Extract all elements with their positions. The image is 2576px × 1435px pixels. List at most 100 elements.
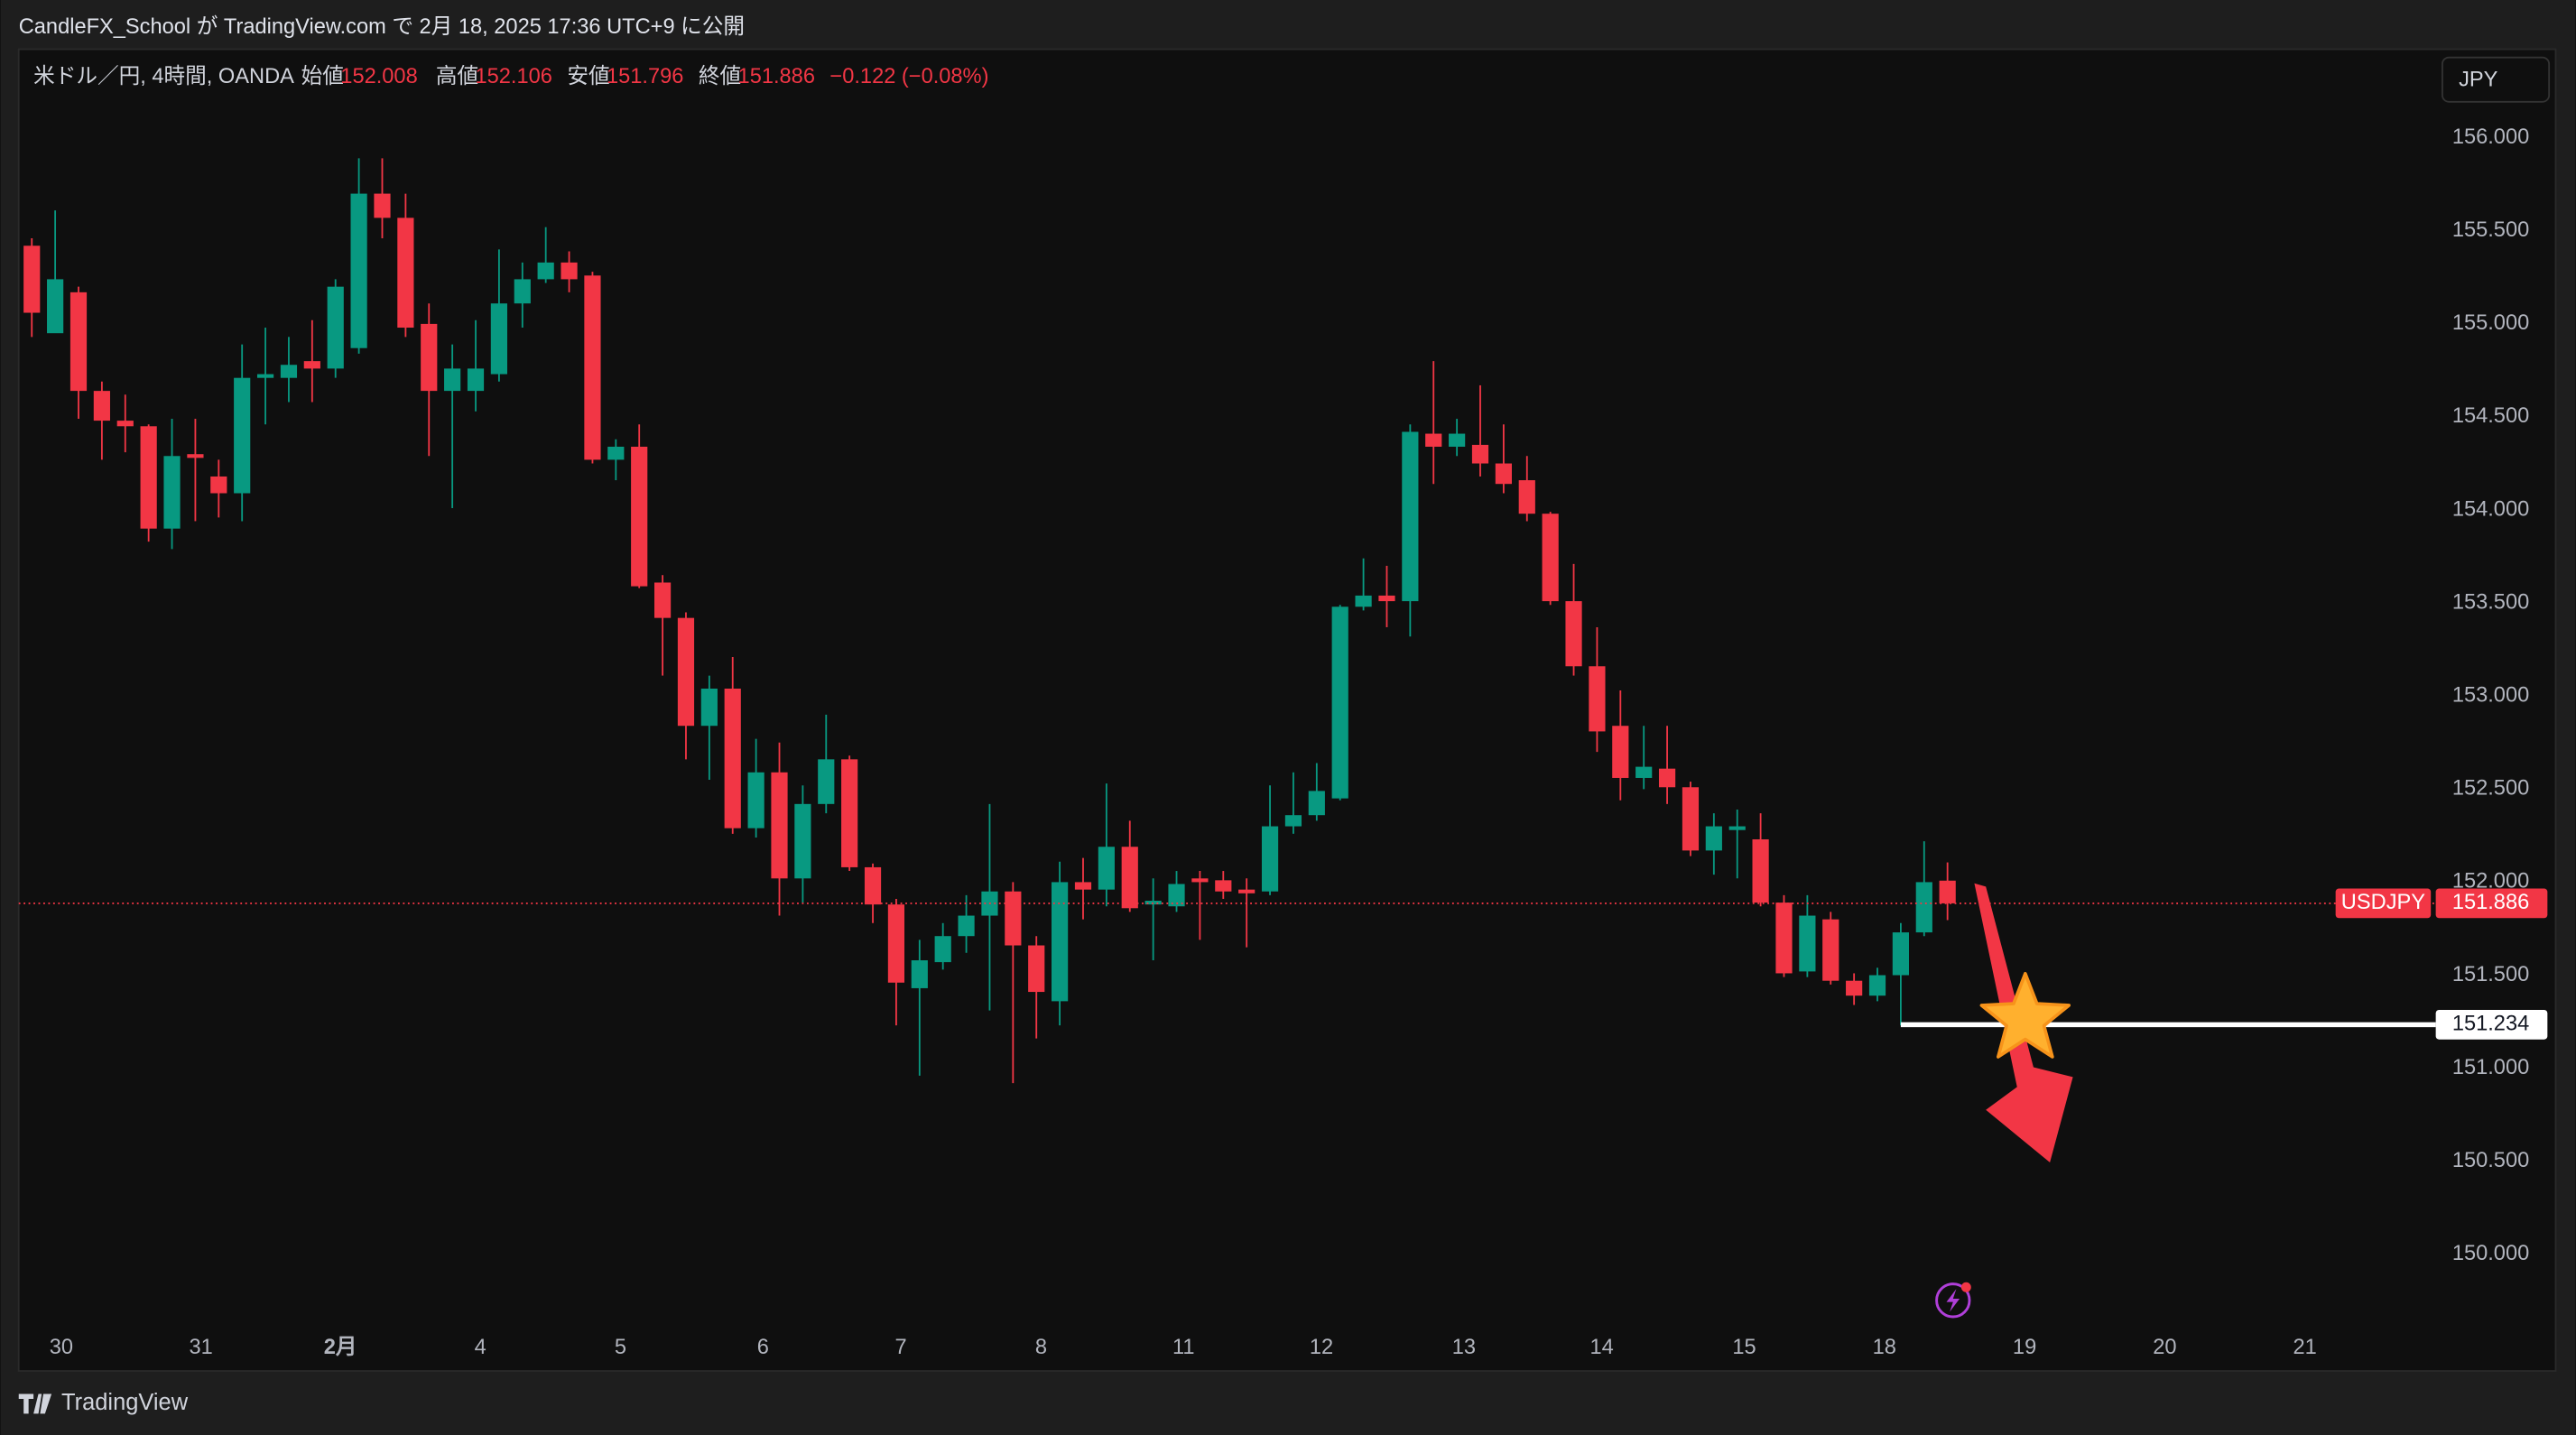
candle-body [747, 772, 764, 829]
candle-body [1308, 791, 1325, 816]
x-tick-label: 2月 [324, 1336, 357, 1359]
y-tick-label: 150.000 [2452, 1242, 2529, 1265]
x-tick-label: 19 [2013, 1336, 2036, 1359]
x-tick-label: 30 [50, 1336, 73, 1359]
down-arrow [1974, 883, 2073, 1163]
candle-body [69, 292, 88, 392]
candle-body [421, 323, 438, 392]
candle-body [210, 476, 227, 494]
candle-body [934, 936, 951, 963]
x-tick-label: 5 [615, 1336, 626, 1359]
x-tick-label: 20 [2153, 1336, 2176, 1359]
candle-body [1775, 903, 1793, 974]
candle-body [677, 617, 695, 727]
candle-body [256, 374, 274, 378]
candle-body [1612, 726, 1629, 778]
candle-body [490, 303, 507, 375]
candle-body [631, 446, 648, 587]
candle-body [1121, 847, 1138, 909]
y-tick-label: 152.500 [2452, 777, 2529, 801]
candle-body [1518, 480, 1535, 514]
x-tick-label: 6 [757, 1336, 769, 1359]
x-tick-label: 7 [895, 1336, 907, 1359]
candle-body [1005, 891, 1022, 946]
candle-body [1098, 847, 1115, 890]
candle-body [1868, 975, 1886, 996]
candle-body [818, 759, 835, 804]
candle-body [1425, 433, 1442, 447]
candle-body [1261, 826, 1279, 892]
candle-body [584, 275, 601, 460]
plot-area [17, 48, 2557, 1372]
legend-label: 始値 [301, 64, 344, 88]
candle-body [864, 866, 882, 905]
candle-body [724, 689, 741, 829]
legend-label: 高値 [436, 64, 478, 88]
y-tick-label: 153.000 [2452, 683, 2529, 707]
candle-body [1892, 932, 1910, 976]
candle-body [841, 759, 858, 867]
candle-body [1682, 787, 1700, 851]
candle-body [1028, 945, 1045, 993]
brand-logo [18, 1393, 52, 1414]
y-tick-label: 154.500 [2452, 404, 2529, 428]
candle-body [187, 454, 204, 458]
candle-body [444, 368, 461, 392]
candle-body [1402, 431, 1419, 602]
legend-value: 152.106 [475, 65, 551, 88]
candle-body [958, 915, 975, 937]
candle-body [1939, 880, 1956, 903]
candle-body [1728, 826, 1746, 830]
x-tick-label: 4 [475, 1336, 486, 1359]
candle-body [537, 262, 554, 280]
candle-body [1495, 463, 1512, 485]
legend-value: 152.008 [340, 65, 417, 88]
currency-button[interactable] [2442, 56, 2551, 103]
candle-body [116, 421, 134, 427]
candle-body [700, 689, 718, 727]
candle-body [140, 426, 157, 529]
x-tick-label: 31 [189, 1336, 212, 1359]
candle-body [234, 377, 251, 494]
candle-body [1635, 766, 1653, 778]
symbol-tag-bg [2335, 888, 2432, 919]
currency-label[interactable]: JPY [2459, 68, 2498, 91]
candle-body [1471, 444, 1489, 464]
x-tick-label: 14 [1589, 1336, 1613, 1359]
candle-body [1752, 839, 1769, 903]
y-tick-label: 150.500 [2452, 1149, 2529, 1172]
candle-body [1658, 768, 1676, 788]
candle-body [1052, 882, 1069, 1002]
y-tick-label: 151.000 [2452, 1056, 2529, 1079]
candle-body [1074, 882, 1092, 890]
candle-body [1331, 606, 1348, 799]
x-tick-label: 18 [1873, 1336, 1896, 1359]
candle-body [1846, 980, 1863, 996]
candle-body [1565, 601, 1582, 667]
symbol-tag: USDJPY [2341, 891, 2425, 914]
price-tag: 151.886 [2452, 891, 2529, 914]
candle-body [1589, 666, 1606, 732]
candle-body [607, 446, 625, 460]
candle-body [514, 279, 531, 304]
legend-label: 終値 [699, 64, 741, 88]
x-tick-label: 21 [2293, 1336, 2317, 1359]
candle-body [350, 193, 367, 348]
y-tick-label: 151.500 [2452, 963, 2529, 986]
candle-body [47, 279, 64, 334]
candle-body [1705, 826, 1722, 851]
candle-body [327, 286, 344, 369]
candle-body [397, 218, 414, 329]
y-tick-label: 155.000 [2452, 311, 2529, 335]
alert-icon [1935, 1282, 1971, 1319]
candle-body [911, 960, 928, 988]
x-tick-label: 13 [1452, 1336, 1476, 1359]
candle-body [163, 456, 181, 529]
legend-change: −0.122 (−0.08%) [829, 65, 988, 88]
y-tick-label: 154.000 [2452, 497, 2529, 521]
publish-info: CandleFX_School が TradingView.com で 2月 1… [19, 14, 745, 39]
candle-body [1238, 889, 1256, 893]
candle-body [1915, 882, 1932, 933]
candle-body [794, 803, 811, 879]
